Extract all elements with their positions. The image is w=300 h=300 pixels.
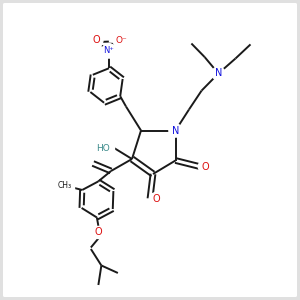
- Text: O: O: [201, 161, 209, 172]
- Text: O⁻: O⁻: [116, 36, 128, 45]
- Circle shape: [198, 160, 212, 173]
- Circle shape: [92, 226, 104, 238]
- Text: O: O: [94, 227, 102, 238]
- Text: N: N: [172, 125, 179, 136]
- Circle shape: [212, 67, 225, 80]
- Bar: [55, 179, 74, 191]
- Circle shape: [102, 44, 116, 58]
- Circle shape: [90, 34, 103, 47]
- FancyBboxPatch shape: [3, 3, 297, 297]
- Circle shape: [149, 193, 163, 206]
- Text: O: O: [92, 35, 100, 45]
- Text: HO: HO: [96, 144, 110, 153]
- Text: CH₃: CH₃: [57, 181, 71, 190]
- Bar: [91, 142, 114, 155]
- Text: N: N: [215, 68, 222, 79]
- Circle shape: [113, 32, 130, 49]
- Text: O: O: [152, 194, 160, 204]
- Circle shape: [169, 124, 182, 137]
- Text: N⁺: N⁺: [103, 46, 114, 56]
